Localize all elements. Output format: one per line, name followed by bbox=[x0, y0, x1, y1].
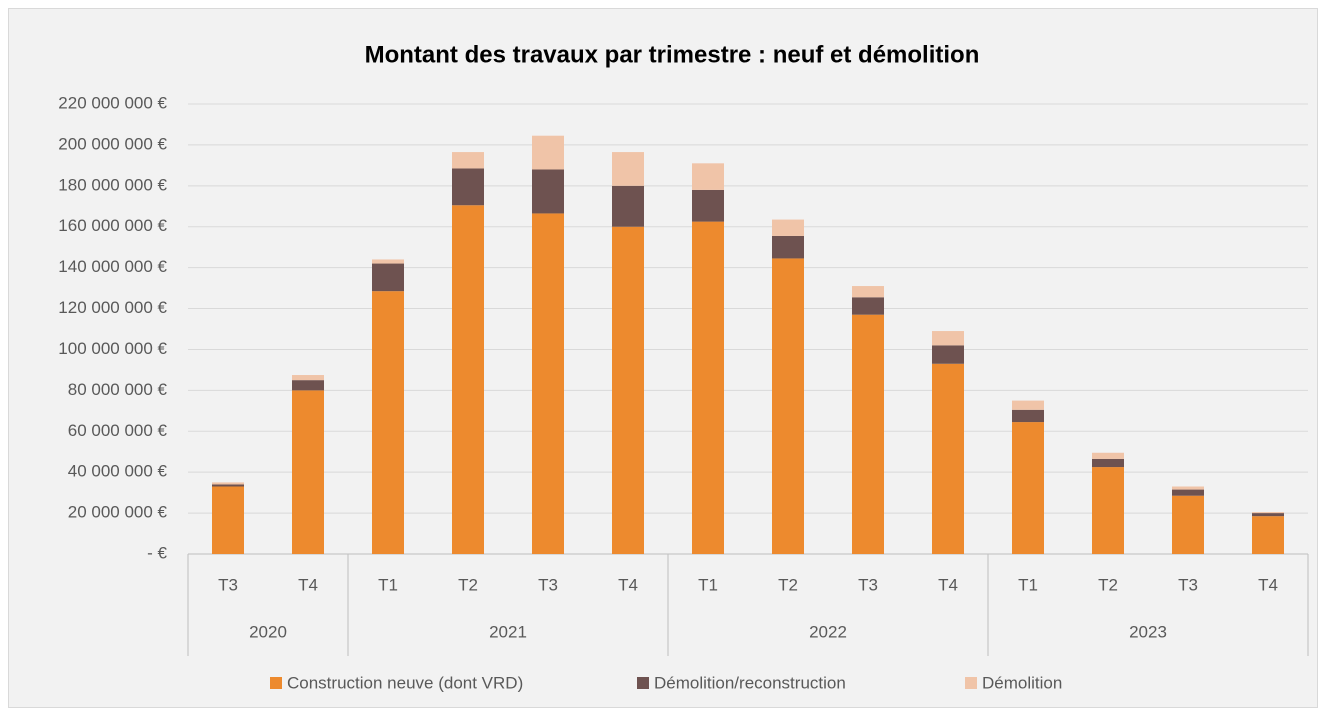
bar-segment bbox=[932, 345, 964, 364]
bar-segment bbox=[1172, 495, 1204, 554]
y-tick-label: 80 000 000 € bbox=[68, 380, 168, 399]
bar-segment bbox=[932, 331, 964, 346]
x-tick-label: T3 bbox=[218, 575, 238, 594]
bar-segment bbox=[372, 259, 404, 264]
x-tick-label: T4 bbox=[618, 575, 638, 594]
bar-segment bbox=[532, 213, 564, 554]
bar-segment bbox=[852, 286, 884, 298]
legend-label: Construction neuve (dont VRD) bbox=[287, 673, 523, 692]
x-tick-label: T3 bbox=[1178, 575, 1198, 594]
bar-segment bbox=[1252, 512, 1284, 514]
bar-segment bbox=[532, 169, 564, 214]
bar-segment bbox=[212, 486, 244, 554]
legend-label: Démolition/reconstruction bbox=[654, 673, 846, 692]
bar-segment bbox=[292, 390, 324, 554]
bar-segment bbox=[1092, 458, 1124, 468]
chart-title: Montant des travaux par trimestre : neuf… bbox=[365, 41, 980, 68]
legend-swatch bbox=[270, 677, 282, 689]
group-label: 2022 bbox=[809, 622, 847, 641]
bar-segment bbox=[292, 380, 324, 391]
y-tick-label: - € bbox=[147, 543, 167, 562]
bar-segment bbox=[612, 226, 644, 554]
bar-segment bbox=[1092, 467, 1124, 554]
bar-segment bbox=[212, 482, 244, 485]
legend-label: Démolition bbox=[982, 673, 1062, 692]
bar-segment bbox=[292, 375, 324, 381]
bar-segment bbox=[772, 219, 804, 236]
x-tick-label: T4 bbox=[1258, 575, 1278, 594]
bar-segment bbox=[212, 484, 244, 487]
bar-segment bbox=[1092, 452, 1124, 459]
bar-segment bbox=[692, 163, 724, 190]
bar-segment bbox=[372, 291, 404, 554]
bar-segment bbox=[1252, 516, 1284, 554]
x-tick-label: T1 bbox=[378, 575, 398, 594]
bar-segment bbox=[852, 297, 884, 315]
group-label: 2023 bbox=[1129, 622, 1167, 641]
y-tick-label: 100 000 000 € bbox=[58, 339, 167, 358]
y-tick-label: 60 000 000 € bbox=[68, 421, 168, 440]
x-tick-label: T2 bbox=[778, 575, 798, 594]
group-label: 2020 bbox=[249, 622, 287, 641]
x-tick-label: T2 bbox=[458, 575, 478, 594]
bar-segment bbox=[1012, 409, 1044, 423]
x-tick-label: T2 bbox=[1098, 575, 1118, 594]
y-tick-label: 120 000 000 € bbox=[58, 298, 167, 317]
bar-segment bbox=[1012, 422, 1044, 554]
legend-swatch bbox=[965, 677, 977, 689]
bar-segment bbox=[692, 221, 724, 554]
y-tick-label: 20 000 000 € bbox=[68, 503, 168, 522]
bar-segment bbox=[1012, 400, 1044, 410]
bar-segment bbox=[932, 363, 964, 554]
bar-segment bbox=[612, 152, 644, 186]
y-tick-label: 200 000 000 € bbox=[58, 134, 167, 153]
group-label: 2021 bbox=[489, 622, 527, 641]
bar-segment bbox=[612, 185, 644, 227]
y-tick-label: 160 000 000 € bbox=[58, 216, 167, 235]
bar-segment bbox=[532, 135, 564, 170]
bar-segment bbox=[852, 314, 884, 554]
bar-segment bbox=[452, 168, 484, 206]
bar-segment bbox=[772, 235, 804, 259]
bar-segment bbox=[452, 152, 484, 169]
x-tick-label: T1 bbox=[1018, 575, 1038, 594]
legend-swatch bbox=[637, 677, 649, 689]
x-tick-label: T4 bbox=[938, 575, 958, 594]
bar-segment bbox=[692, 189, 724, 222]
x-tick-label: T3 bbox=[538, 575, 558, 594]
y-tick-label: 220 000 000 € bbox=[58, 93, 167, 112]
y-tick-label: 180 000 000 € bbox=[58, 175, 167, 194]
bar-segment bbox=[452, 205, 484, 554]
x-tick-label: T3 bbox=[858, 575, 878, 594]
y-tick-label: 40 000 000 € bbox=[68, 462, 168, 481]
x-tick-label: T1 bbox=[698, 575, 718, 594]
bar-segment bbox=[1252, 513, 1284, 517]
bar-segment bbox=[772, 258, 804, 554]
bar-segment bbox=[1172, 486, 1204, 490]
chart-background bbox=[8, 8, 1318, 708]
bar-segment bbox=[372, 263, 404, 292]
x-tick-label: T4 bbox=[298, 575, 318, 594]
y-tick-label: 140 000 000 € bbox=[58, 257, 167, 276]
bar-segment bbox=[1172, 489, 1204, 496]
